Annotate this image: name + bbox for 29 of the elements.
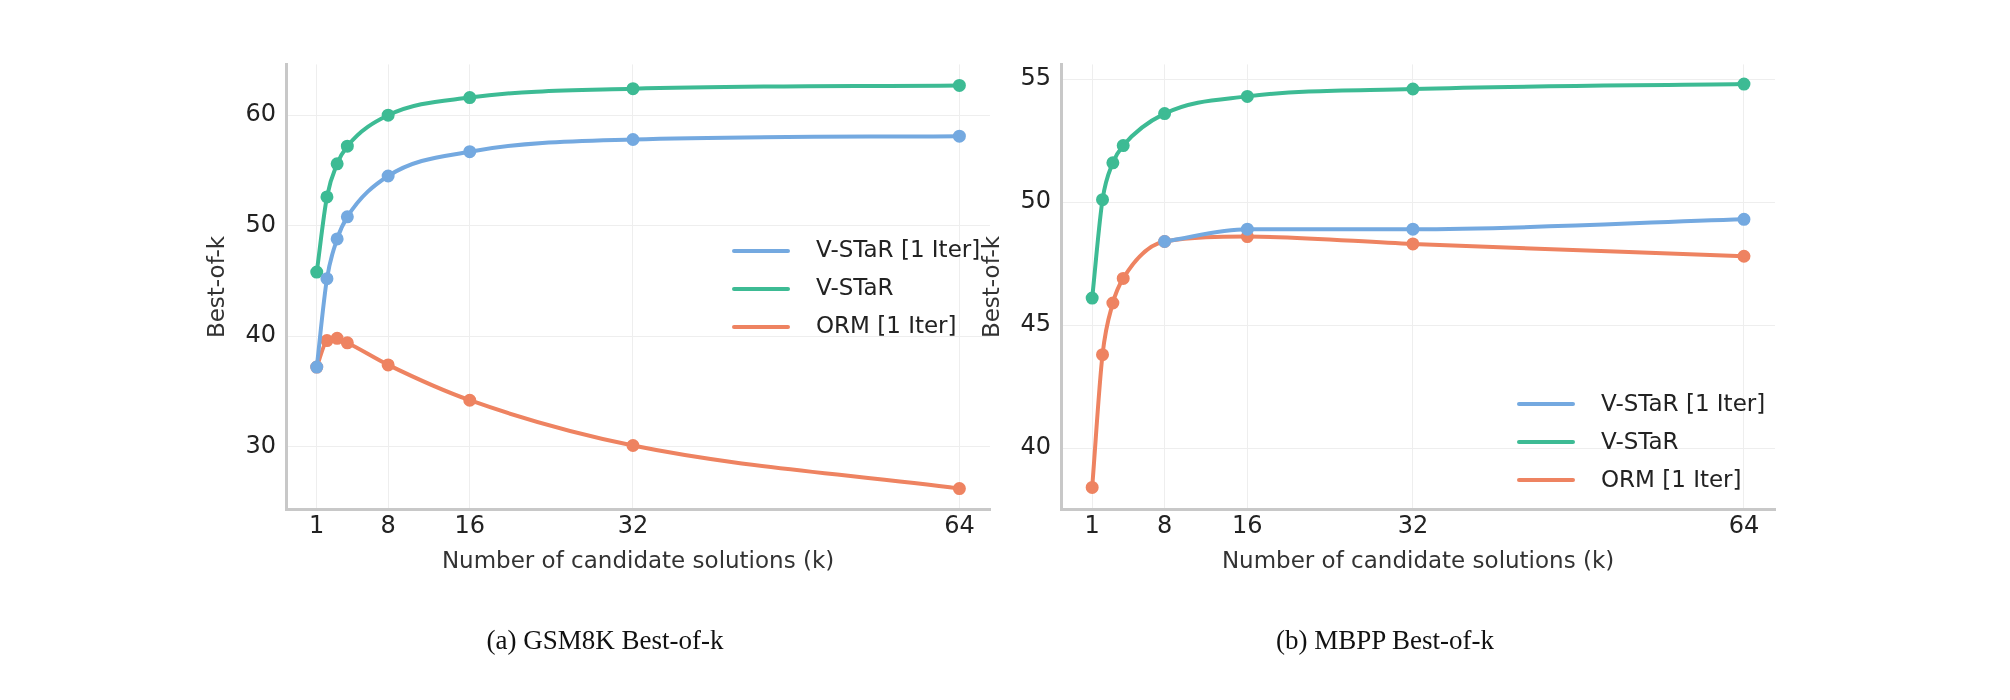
legend-label: V-STaR (1601, 427, 1679, 454)
x-axis-title: Number of candidate solutions (k) (1221, 547, 1615, 574)
y-tick-label: 50 (1020, 186, 1052, 215)
x-tick-label: 1 (309, 511, 325, 540)
y-tick-label: 45 (1020, 309, 1052, 338)
y-tick-label: 30 (245, 430, 277, 459)
legend-label: ORM [1 Iter] (1601, 465, 1742, 492)
x-axis-title: Number of candidate solutions (k) (441, 547, 835, 574)
y-tick-label: 55 (1020, 63, 1052, 92)
text: (b) MBPP Best-of-k (1275, 625, 1495, 656)
legend-label: V-STaR (816, 274, 894, 300)
x-tick-label: 16 (1232, 511, 1263, 540)
legend-label: V-STaR [1 Iter] (816, 236, 981, 262)
x-tick-label: 8 (380, 511, 396, 540)
x-tick-label: 8 (1156, 511, 1173, 540)
text: (a) GSM8K Best-of-k (485, 625, 725, 656)
x-tick-label: 64 (1728, 511, 1760, 540)
x-tick-label: 32 (1397, 511, 1429, 540)
y-tick-label: 60 (245, 99, 277, 128)
y-tick-label: 40 (245, 320, 277, 349)
legend-label: ORM [1 Iter] (816, 312, 957, 338)
y-tick-label: 50 (245, 209, 277, 238)
x-tick-label: 32 (617, 511, 649, 540)
x-tick-label: 1 (1084, 511, 1100, 540)
x-tick-label: 16 (454, 511, 486, 540)
y-tick-label: 40 (1020, 432, 1052, 461)
legend-label: V-STaR [1 Iter] (1601, 389, 1766, 416)
x-tick-label: 64 (944, 511, 975, 540)
y-axis-title: Best-of-k (202, 235, 229, 339)
